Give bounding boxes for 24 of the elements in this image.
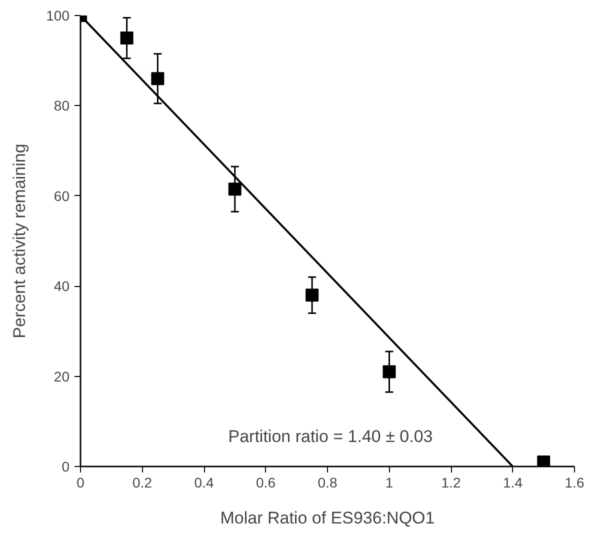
x-tick-label: 0.2 [132,474,152,490]
point [228,182,242,196]
point [537,455,550,466]
y-tick-label: 20 [54,368,70,384]
x-tick-label: 1.2 [441,474,461,490]
x-tick-label: 1.6 [564,474,584,490]
y-tick-label: 80 [54,98,70,114]
point [151,72,164,86]
y-tick-label: 40 [54,278,70,294]
x-tick-label: 0.4 [194,474,214,490]
x-axis-title: Molar Ratio of ES936:NQO1 [220,508,435,528]
annotation: Partition ratio = 1.40 ± 0.03 [228,427,433,446]
x-tick-label: 1.4 [503,474,523,490]
y-tick-label: 60 [54,188,70,204]
point [306,288,319,302]
x-tick-label: 0.6 [256,474,276,490]
point [120,32,134,45]
x-tick-label: 0.8 [318,474,338,490]
y-tick-label: 0 [62,458,70,474]
y-tick-label: 100 [46,8,70,24]
point [382,365,396,378]
y-axis-title: Percent activity remaining [10,144,30,338]
x-tick-label: 1 [385,474,394,490]
x-tick-label: 0 [76,474,85,490]
